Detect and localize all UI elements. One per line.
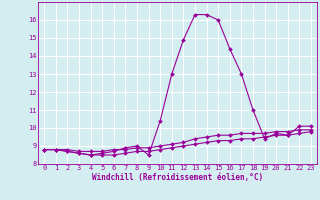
X-axis label: Windchill (Refroidissement éolien,°C): Windchill (Refroidissement éolien,°C)	[92, 173, 263, 182]
